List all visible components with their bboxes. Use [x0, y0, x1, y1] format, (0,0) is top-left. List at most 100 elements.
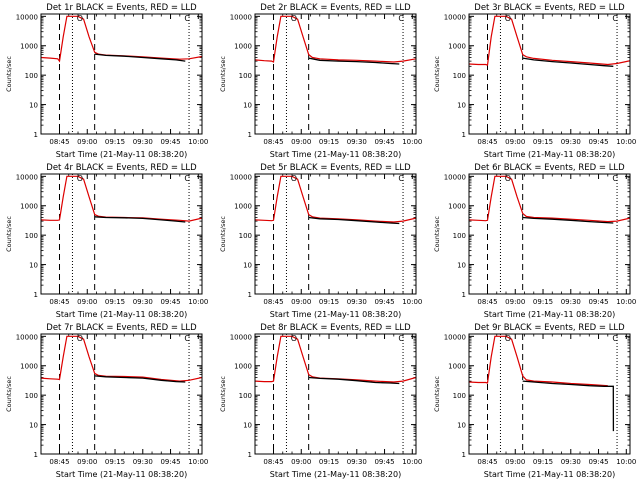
y-tick-label: 1	[34, 451, 38, 459]
series-line-events	[522, 380, 615, 432]
x-tick-label: 09:45	[374, 298, 394, 306]
x-tick-label: 10:00	[402, 458, 422, 466]
detector-panel-9: Det 9r BLACK = Events, RED = LLD Counts/s…	[433, 323, 636, 479]
marker-label-o: O	[291, 14, 297, 23]
x-axis-label: Start Time (21-May-11 08:38:20)	[56, 150, 187, 159]
series-line-lld	[469, 175, 630, 223]
detector-panel-5: Det 5r BLACK = Events, RED = LLD Counts/s…	[219, 163, 422, 319]
x-tick-label: 09:30	[347, 458, 367, 466]
x-tick-label: 09:45	[588, 458, 608, 466]
y-tick-label: 1	[462, 451, 466, 459]
series-line-events	[94, 216, 186, 223]
series-line-lld	[255, 15, 416, 63]
panel-title: Det 7r BLACK = Events, RED = LLD	[46, 323, 197, 333]
x-tick-label: 09:30	[133, 138, 153, 146]
series-line-lld	[41, 15, 202, 63]
panel-title: Det 4r BLACK = Events, RED = LLD	[46, 163, 197, 173]
y-tick-label: 100	[453, 72, 466, 80]
marker-label-o: O	[291, 334, 297, 343]
plot-frame	[468, 13, 631, 135]
x-tick-label: 09:30	[347, 138, 367, 146]
series-line-lld	[41, 175, 202, 222]
series-line-events	[308, 57, 400, 65]
y-tick-label: 100	[239, 72, 252, 80]
y-axis-label: Counts/sec	[433, 376, 441, 412]
x-tick-label: 08:45	[49, 458, 69, 466]
x-axis-label: Start Time (21-May-11 08:38:20)	[56, 310, 187, 319]
marker-label-c: C	[184, 334, 190, 343]
marker-label-o: O	[505, 334, 511, 343]
x-tick-label: 09:00	[77, 298, 97, 306]
detector-panel-6: Det 6r BLACK = Events, RED = LLD Counts/s…	[433, 163, 636, 319]
marker-label-c: C	[398, 174, 404, 183]
x-tick-label: 09:15	[533, 138, 553, 146]
marker-label-c: C	[184, 174, 190, 183]
x-tick-label: 09:30	[561, 138, 581, 146]
x-tick-label: 09:00	[291, 458, 311, 466]
x-tick-label: 10:00	[402, 138, 422, 146]
y-axis-label: Counts/sec	[433, 216, 441, 252]
y-tick-label: 1000	[234, 203, 252, 211]
y-tick-label: 1000	[20, 43, 38, 51]
marker-label-c: C	[612, 14, 618, 23]
marker-label-c: C	[612, 334, 618, 343]
marker-label-o: O	[77, 174, 83, 183]
x-tick-label: 09:15	[533, 298, 553, 306]
y-tick-label: 10000	[444, 333, 466, 341]
y-tick-label: 10	[29, 262, 38, 270]
y-tick-label: 10	[457, 262, 466, 270]
detector-panel-7: Det 7r BLACK = Events, RED = LLD Counts/s…	[5, 323, 208, 479]
marker-label-c: C	[398, 334, 404, 343]
y-tick-label: 10000	[16, 333, 38, 341]
x-tick-label: 08:45	[263, 138, 283, 146]
x-tick-label: 09:30	[133, 458, 153, 466]
y-tick-label: 10	[457, 422, 466, 430]
y-tick-label: 10000	[230, 13, 252, 21]
y-tick-label: 1	[462, 291, 466, 299]
detector-panel-2: Det 2r BLACK = Events, RED = LLD Counts/s…	[219, 3, 422, 159]
series-line-lld	[255, 175, 416, 223]
x-tick-label: 10:00	[616, 138, 636, 146]
y-axis-label: Counts/sec	[433, 56, 441, 92]
x-tick-label: 09:45	[160, 298, 180, 306]
y-tick-label: 10	[457, 102, 466, 110]
y-tick-label: 100	[25, 392, 38, 400]
panel-title: Det 1r BLACK = Events, RED = LLD	[46, 3, 197, 13]
x-tick-label: 08:45	[263, 458, 283, 466]
plot-frame	[468, 173, 631, 295]
y-tick-label: 10	[243, 102, 252, 110]
y-tick-label: 10000	[230, 333, 252, 341]
x-tick-label: 09:45	[588, 138, 608, 146]
y-tick-label: 10	[243, 422, 252, 430]
panel-title: Det 5r BLACK = Events, RED = LLD	[260, 163, 411, 173]
x-tick-label: 09:00	[505, 298, 525, 306]
detector-panel-4: Det 4r BLACK = Events, RED = LLD Counts/s…	[5, 163, 208, 319]
marker-label-o: O	[291, 174, 297, 183]
panel-title: Det 3r BLACK = Events, RED = LLD	[474, 3, 625, 13]
x-axis-label: Start Time (21-May-11 08:38:20)	[270, 470, 401, 479]
x-tick-label: 09:00	[505, 138, 525, 146]
x-tick-label: 09:15	[319, 138, 339, 146]
y-tick-label: 100	[25, 72, 38, 80]
x-tick-label: 09:00	[77, 458, 97, 466]
y-axis-label: Counts/sec	[5, 376, 13, 412]
x-tick-label: 08:45	[477, 458, 497, 466]
series-line-lld	[255, 335, 416, 383]
x-tick-label: 09:15	[105, 298, 125, 306]
x-tick-label: 09:45	[160, 458, 180, 466]
x-tick-label: 08:45	[263, 298, 283, 306]
x-tick-label: 09:00	[505, 458, 525, 466]
x-tick-label: 09:30	[561, 458, 581, 466]
y-tick-label: 1000	[448, 203, 466, 211]
x-axis-label: Start Time (21-May-11 08:38:20)	[56, 470, 187, 479]
y-tick-label: 10000	[444, 13, 466, 21]
x-tick-label: 09:15	[105, 458, 125, 466]
x-tick-label: 10:00	[188, 138, 208, 146]
x-axis-label: Start Time (21-May-11 08:38:20)	[484, 470, 615, 479]
y-tick-label: 1000	[20, 203, 38, 211]
panel-title: Det 8r BLACK = Events, RED = LLD	[260, 323, 411, 333]
panel-title: Det 6r BLACK = Events, RED = LLD	[474, 163, 625, 173]
plot-frame	[254, 333, 417, 455]
y-tick-label: 10	[29, 422, 38, 430]
y-tick-label: 100	[239, 392, 252, 400]
